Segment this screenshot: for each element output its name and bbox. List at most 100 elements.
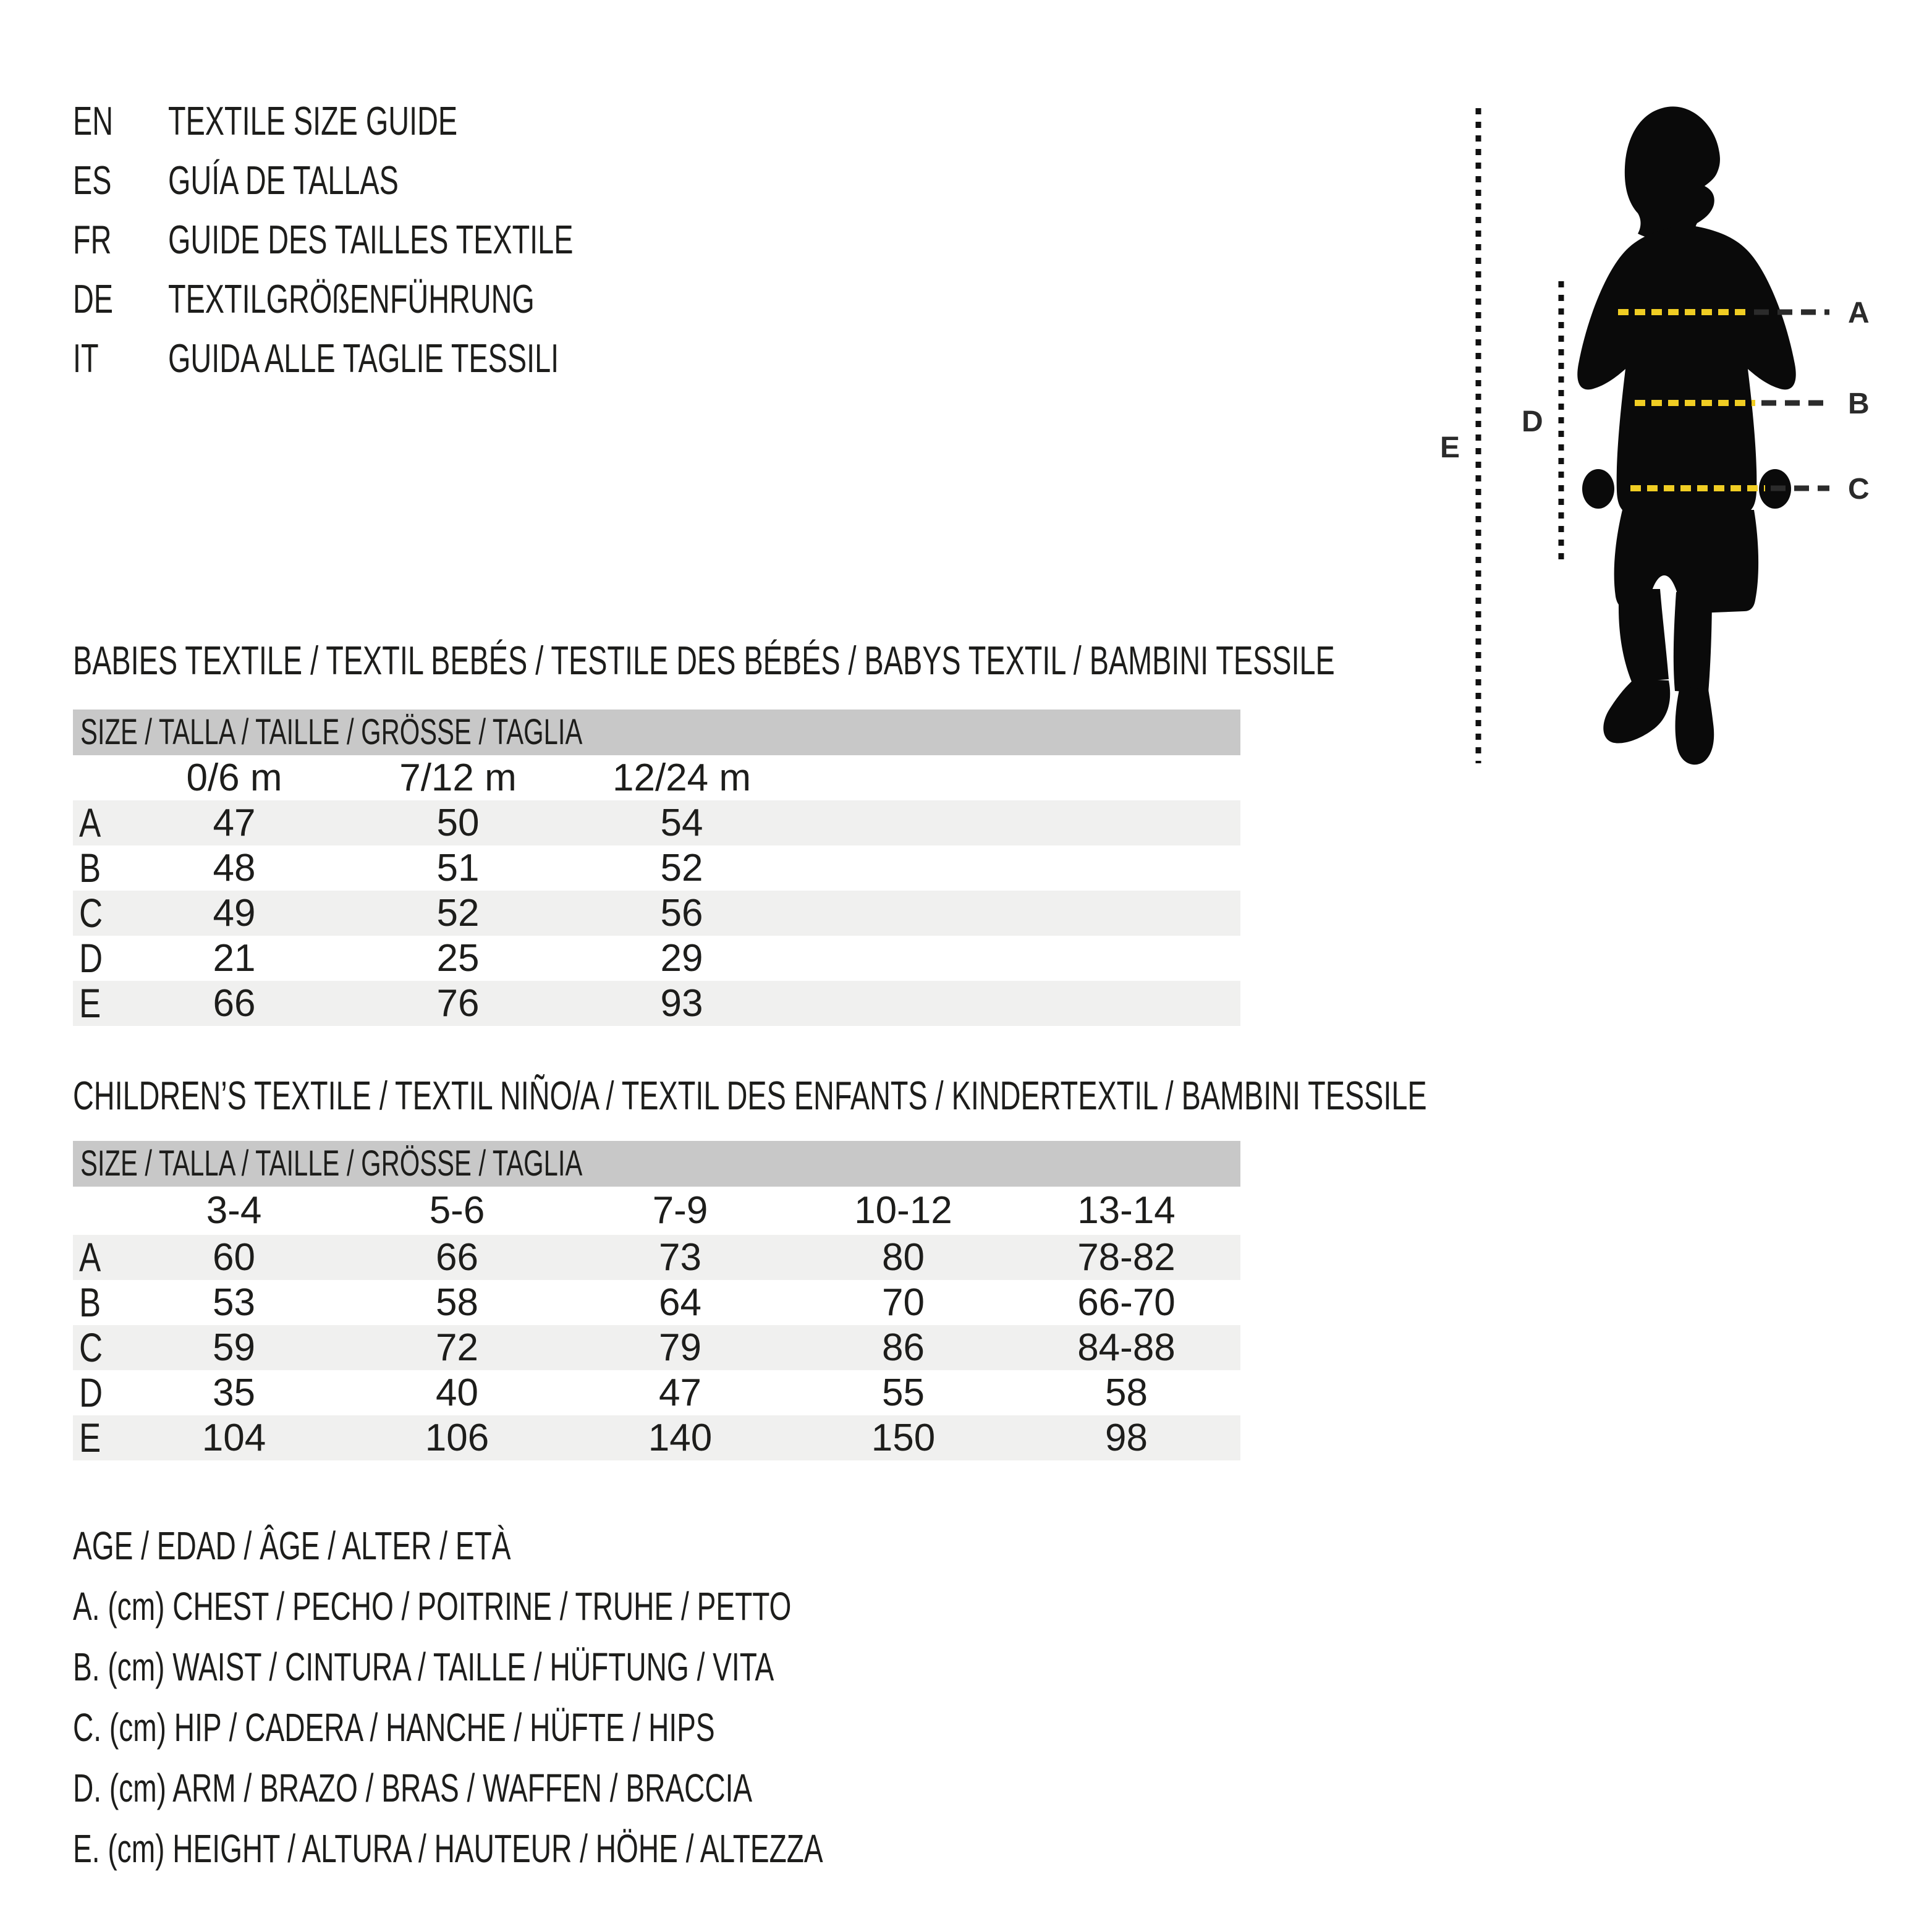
silhouette-right-shoe [1675, 687, 1714, 765]
babies-size-header-banner: SIZE / TALLA / TAILLE / GRÖSSE / TAGLIA [73, 710, 1240, 755]
children-size-header-banner: SIZE / TALLA / TAILLE / GRÖSSE / TAGLIA [73, 1141, 1240, 1187]
children-section-title: CHILDREN’S TEXTILE / TEXTIL NIÑO/A / TEX… [73, 1075, 1932, 1116]
language-title: GUÍA DE TALLAS [168, 158, 399, 203]
babies-row-d: D 21 25 29 [73, 936, 1240, 981]
language-code: IT [73, 336, 99, 381]
size-value: 56 [660, 892, 703, 934]
size-value: 21 [213, 937, 256, 980]
size-value: 98 [1105, 1417, 1148, 1459]
size-value: 49 [213, 892, 256, 934]
waist-label: B [1848, 388, 1870, 420]
row-label: E [79, 1415, 101, 1460]
corner-cell [73, 755, 122, 800]
row-label: A [79, 1234, 101, 1280]
size-value: 52 [660, 847, 703, 889]
size-value: 66 [436, 1236, 478, 1279]
legend-chest-line: A. (cm) CHEST / PECHO / POITRINE / TRUHE… [73, 1584, 792, 1629]
size-value: 80 [882, 1236, 925, 1279]
size-value: 66 [213, 982, 256, 1025]
size-value: 29 [660, 937, 703, 980]
row-label: B [79, 845, 101, 891]
children-column-header: 7-9 [652, 1189, 708, 1232]
legend-height-line: E. (cm) HEIGHT / ALTURA / HAUTEUR / HÖHE… [73, 1826, 823, 1871]
silhouette-head [1624, 106, 1720, 242]
children-row-a: A 60 66 73 80 78-82 [73, 1235, 1240, 1280]
size-value: 47 [213, 802, 256, 844]
babies-column-header-row: 0/6 m 7/12 m 12/24 m [73, 755, 1240, 800]
babies-row-e: E 66 76 93 [73, 981, 1240, 1026]
height-label: E [1440, 431, 1460, 464]
size-value: 78-82 [1077, 1236, 1176, 1279]
language-row-en: EN TEXTILE SIZE GUIDE [73, 91, 731, 151]
language-title-list: EN TEXTILE SIZE GUIDE ES GUÍA DE TALLAS FR… [73, 91, 731, 388]
size-value: 48 [213, 847, 256, 889]
arm-label: D [1522, 405, 1544, 438]
children-column-header: 3-4 [206, 1189, 262, 1232]
measurement-legend: AGE / EDAD / ÂGE / ALTER / ETÀ A. (cm) C… [73, 1515, 1115, 1879]
babies-size-header-text: SIZE / TALLA / TAILLE / GRÖSSE / TAGLIA [80, 712, 583, 752]
size-value: 70 [882, 1281, 925, 1324]
babies-row-a: A 47 50 54 [73, 800, 1240, 845]
size-value: 64 [659, 1281, 701, 1324]
legend-arm-line: D. (cm) ARM / BRAZO / BRAS / WAFFEN / BR… [73, 1766, 753, 1810]
language-row-de: DE TEXTILGRÖßENFÜHRUNG [73, 269, 731, 329]
chest-label: A [1848, 297, 1870, 329]
row-label: C [79, 1324, 103, 1370]
silhouette-torso [1577, 226, 1796, 515]
language-code: DE [73, 276, 114, 321]
babies-column-header: 12/24 m [612, 756, 752, 799]
row-label: B [79, 1279, 101, 1325]
size-value: 150 [871, 1417, 936, 1459]
children-size-table: SIZE / TALLA / TAILLE / GRÖSSE / TAGLIA … [73, 1141, 1240, 1460]
size-value: 59 [213, 1326, 255, 1369]
size-value: 40 [436, 1371, 478, 1414]
children-column-header: 5-6 [429, 1189, 485, 1232]
size-value: 84-88 [1077, 1326, 1176, 1369]
silhouette-left-leg [1618, 589, 1669, 682]
size-value: 93 [660, 982, 703, 1025]
size-value: 79 [659, 1326, 701, 1369]
children-section-title-text: CHILDREN’S TEXTILE / TEXTIL NIÑO/A / TEX… [73, 1073, 1427, 1118]
size-value: 47 [659, 1371, 701, 1414]
row-label: D [79, 1370, 103, 1415]
size-value: 106 [425, 1417, 489, 1459]
row-label: C [79, 890, 103, 936]
children-column-header: 13-14 [1077, 1189, 1176, 1232]
size-value: 52 [436, 892, 480, 934]
language-title: TEXTILGRÖßENFÜHRUNG [168, 276, 535, 321]
language-code: EN [73, 98, 114, 143]
language-row-es: ES GUÍA DE TALLAS [73, 151, 731, 210]
babies-section-title: BABIES TEXTILE / TEXTIL BEBÉS / TESTILE … [73, 640, 1826, 681]
silhouette-left-shoe [1603, 679, 1671, 744]
size-value: 86 [882, 1326, 925, 1369]
silhouette-left-hand [1582, 469, 1614, 509]
language-code: FR [73, 217, 112, 262]
children-row-c: C 59 72 79 86 84-88 [73, 1325, 1240, 1370]
babies-column-header: 0/6 m [186, 756, 282, 799]
size-value: 58 [1105, 1371, 1148, 1414]
size-value: 104 [201, 1417, 266, 1459]
size-value: 53 [213, 1281, 255, 1324]
size-value: 25 [436, 937, 480, 980]
child-measurement-figure: A B C D E [1440, 106, 1870, 765]
child-silhouette [1577, 106, 1796, 765]
row-label: A [79, 800, 101, 845]
size-value: 35 [213, 1371, 255, 1414]
babies-row-b: B 48 51 52 [73, 845, 1240, 891]
hip-label: C [1848, 473, 1870, 506]
children-size-header-text: SIZE / TALLA / TAILLE / GRÖSSE / TAGLIA [80, 1143, 583, 1184]
legend-hip-line: C. (cm) HIP / CADERA / HANCHE / HÜFTE / … [73, 1705, 715, 1750]
children-column-header: 10-12 [854, 1189, 952, 1232]
size-value: 51 [436, 847, 480, 889]
corner-cell [73, 1187, 122, 1235]
size-value: 73 [659, 1236, 701, 1279]
legend-age-line: AGE / EDAD / ÂGE / ALTER / ETÀ [73, 1523, 511, 1568]
children-row-e: E 104 106 140 150 98 [73, 1415, 1240, 1460]
children-row-d: D 35 40 47 55 58 [73, 1370, 1240, 1415]
language-row-it: IT GUIDA ALLE TAGLIE TESSILI [73, 329, 731, 388]
legend-waist-line: B. (cm) WAIST / CINTURA / TAILLE / HÜFTU… [73, 1645, 774, 1689]
row-label: D [79, 935, 103, 981]
children-column-header-row: 3-4 5-6 7-9 10-12 13-14 [73, 1187, 1240, 1235]
size-value: 60 [213, 1236, 255, 1279]
